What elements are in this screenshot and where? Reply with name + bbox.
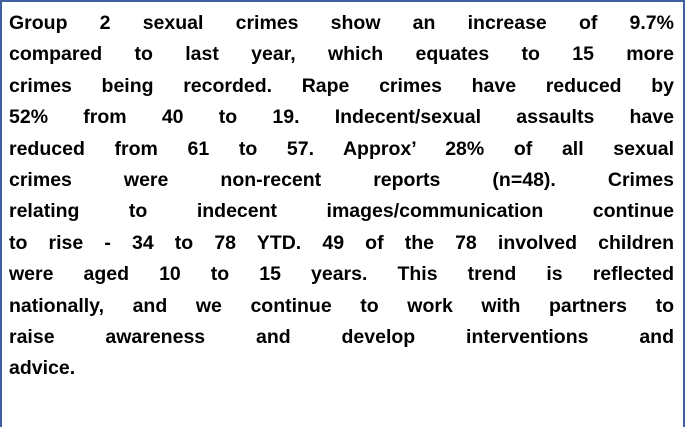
text-line: to rise - 34 to 78 YTD. 49 of the 78 inv… — [9, 231, 674, 254]
text-line: crimes being recorded. Rape crimes have … — [9, 74, 674, 97]
text-line: crimes were non-recent reports (n=48). C… — [9, 168, 674, 191]
paragraph: Group 2 sexual crimes show an increase o… — [9, 8, 674, 385]
text-line: compared to last year, which equates to … — [9, 43, 674, 66]
text-line: reduced from 61 to 57. Approx’ 28% of al… — [9, 137, 674, 160]
text-line: were aged 10 to 15 years. This trend is … — [9, 263, 674, 286]
text-line: advice. — [9, 357, 76, 380]
text-line: Group 2 sexual crimes show an increase o… — [9, 12, 674, 34]
text-line: nationally, and we continue to work with… — [9, 294, 674, 317]
text-line: relating to indecent images/communicatio… — [9, 200, 674, 223]
text-line: raise awareness and develop intervention… — [9, 325, 674, 348]
text-line: 52% from 40 to 19. Indecent/sexual assau… — [9, 106, 674, 129]
